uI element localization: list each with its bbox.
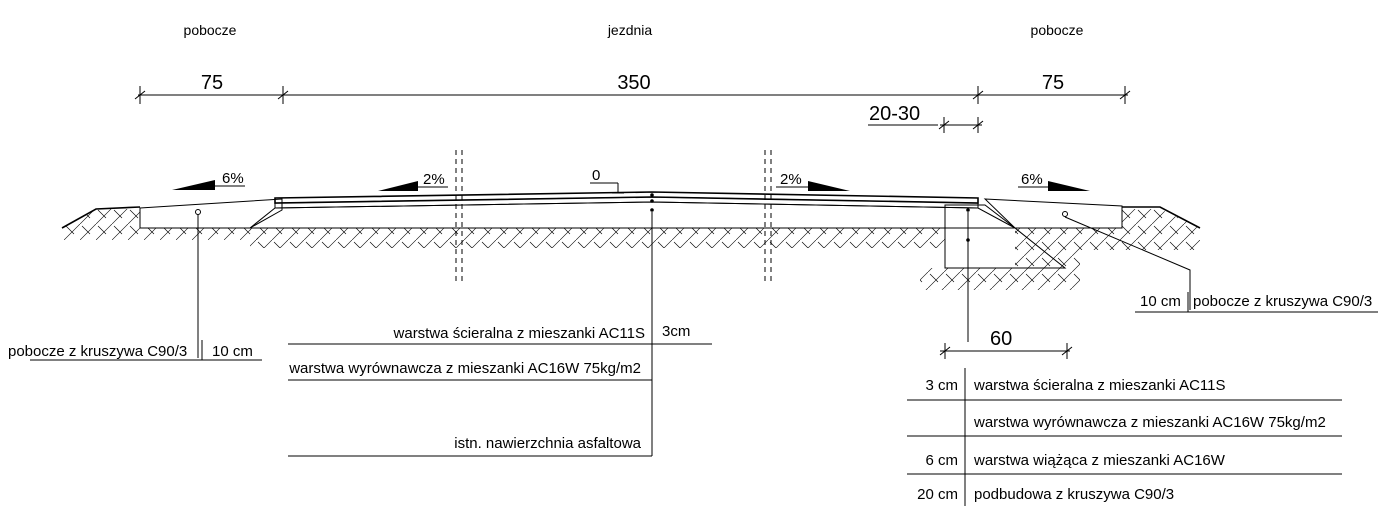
widening-binder-course — [944, 204, 1017, 229]
dimension-left-width: 75 — [201, 72, 223, 94]
dimension-center-width: 350 — [617, 72, 650, 94]
joint-line-right — [764, 150, 772, 282]
dimension-widening: 60 — [990, 328, 1012, 350]
widening-row-4-label: podbudowa z kruszywa C90/3 — [974, 486, 1174, 503]
existing-asphalt — [248, 201, 1016, 229]
slope-label-left-lane: 2% — [423, 171, 445, 188]
right-shoulder-stones — [983, 198, 1123, 229]
slope-arrow-left-shoulder — [172, 180, 245, 190]
zone-label-left: pobocze — [184, 22, 237, 38]
widening-row-3-thickness: 6 cm — [925, 452, 958, 469]
center-callout-layer1: warstwa ścieralna z mieszanki AC11S — [393, 325, 645, 342]
zone-label-center: jezdnia — [607, 22, 653, 38]
left-callout-label: pobocze z kruszywa C90/3 — [8, 343, 187, 360]
left-callout-thickness: 10 cm — [212, 343, 253, 360]
slope-label-right-shoulder: 6% — [1021, 171, 1043, 188]
slope-arrow-left-lane — [378, 181, 448, 191]
ground-surface-line — [61, 206, 1201, 229]
soil-hatch-right — [920, 209, 1200, 290]
overlap-dimension-line — [868, 117, 984, 133]
widening-dimension-line — [939, 343, 1073, 359]
dimension-overlap: 20-30 — [869, 103, 920, 125]
widening-row-4-thickness: 20 cm — [917, 486, 958, 503]
widening-row-2-label: warstwa wyrównawcza z mieszanki AC16W 75… — [973, 414, 1326, 431]
joint-line-left — [455, 150, 463, 282]
soil-hatch-bottom — [250, 228, 945, 248]
top-dimension-line — [134, 86, 1131, 104]
center-callout-layer2: warstwa wyrównawcza z mieszanki AC16W 75… — [288, 360, 641, 377]
center-callout-layer3: istn. nawierzchnia asfaltowa — [454, 435, 641, 452]
slope-label-crown: 0 — [592, 167, 600, 184]
right-shoulder-marker — [1062, 211, 1068, 217]
right-callout-label: pobocze z kruszywa C90/3 — [1193, 293, 1372, 310]
slope-arrow-right-lane — [776, 181, 850, 191]
widening-row-1-thickness: 3 cm — [925, 377, 958, 394]
right-callout-thickness: 10 cm — [1140, 293, 1181, 310]
slope-arrow-right-shoulder — [1018, 181, 1090, 191]
zone-label-right: pobocze — [1031, 22, 1084, 38]
center-layer-marker-3 — [650, 208, 654, 212]
center-layer-marker-2 — [650, 199, 654, 203]
widening-marker-1 — [966, 208, 970, 212]
dimension-right-width: 75 — [1042, 72, 1064, 94]
slope-label-right-lane: 2% — [780, 171, 802, 188]
slope-label-left-shoulder: 6% — [222, 170, 244, 187]
crown-marker — [590, 182, 624, 194]
center-layer-marker-1 — [650, 193, 654, 197]
center-callout-layer1-thickness: 3cm — [662, 323, 690, 340]
widening-row-3-label: warstwa wiążąca z mieszanki AC16W — [973, 452, 1226, 469]
widening-row-1-label: warstwa ścieralna z mieszanki AC11S — [973, 377, 1225, 394]
left-shoulder-gravel — [139, 198, 283, 229]
widening-subbase — [944, 227, 1067, 269]
left-shoulder-marker — [195, 209, 201, 215]
soil-hatch-left — [62, 209, 260, 240]
right-callout-leader — [1064, 216, 1191, 310]
widening-layer-table — [907, 368, 1342, 506]
